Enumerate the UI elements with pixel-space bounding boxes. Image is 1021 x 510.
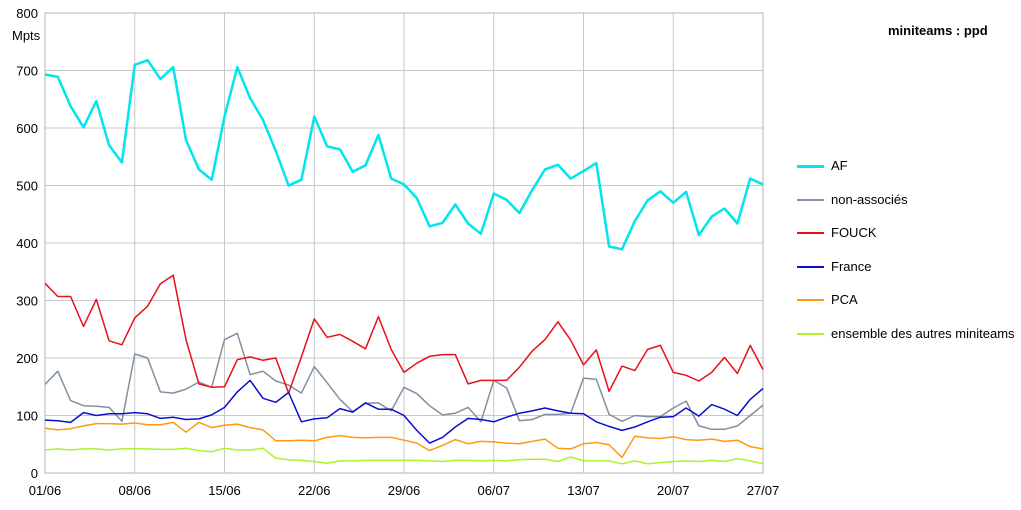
y-tick-label: 500 xyxy=(16,179,38,194)
legend-label-pca: PCA xyxy=(831,292,858,307)
series-line-ensemble-des-autres-miniteams xyxy=(44,447,764,465)
y-tick-label: 200 xyxy=(16,351,38,366)
y-tick-label: 300 xyxy=(16,294,38,309)
legend-item-af: AF xyxy=(797,158,1019,192)
legend-item-autres-miniteams: ensemble des autres miniteams xyxy=(797,326,1019,360)
x-tick-label: 08/06 xyxy=(118,483,151,498)
x-tick-label: 06/07 xyxy=(477,483,510,498)
legend-item-pca: PCA xyxy=(797,292,1019,326)
series-line-pca xyxy=(44,421,764,459)
series-line-af xyxy=(44,58,764,251)
legend-item-france: France xyxy=(797,259,1019,293)
x-axis-tick-labels: 01/06 08/06 15/06 22/06 29/06 06/07 13/07 20/07… xyxy=(29,483,780,498)
y-tick-label: 100 xyxy=(16,409,38,424)
legend-label-france: France xyxy=(831,258,872,274)
legend-label-autres-miniteams: ensemble des autres miniteams xyxy=(831,325,1015,341)
series-lines xyxy=(44,58,764,465)
y-axis-tick-labels: 0 100 200 300 400 500 600 700 800 xyxy=(16,6,38,481)
legend-swatch-france xyxy=(797,265,824,268)
x-tick-label: 15/06 xyxy=(208,483,241,498)
legend-item-non-associes: non-associés xyxy=(797,192,1019,226)
x-tick-label: 22/06 xyxy=(298,483,331,498)
x-tick-label: 13/07 xyxy=(567,483,600,498)
legend-label-af: AF xyxy=(831,158,848,173)
series-line-france xyxy=(44,379,764,444)
legend-swatch-non-associes xyxy=(797,198,824,201)
x-tick-label: 20/07 xyxy=(657,483,690,498)
legend-label-non-associes: non-associés xyxy=(831,191,908,207)
y-tick-label: 400 xyxy=(16,236,38,251)
legend: AF non-associés FOUCK France PCA ensembl… xyxy=(797,158,1019,359)
legend-item-fouck: FOUCK xyxy=(797,225,1019,259)
gridlines xyxy=(44,12,764,474)
y-tick-label: 600 xyxy=(16,121,38,136)
y-tick-label: 800 xyxy=(16,6,38,21)
legend-swatch-autres-miniteams xyxy=(797,332,824,335)
x-tick-label: 29/06 xyxy=(388,483,421,498)
y-axis-label: Mpts xyxy=(12,28,41,43)
chart-title: miniteams : ppd xyxy=(888,23,988,38)
x-tick-label: 27/07 xyxy=(747,483,780,498)
legend-swatch-fouck xyxy=(797,232,824,234)
y-tick-label: 0 xyxy=(31,466,38,481)
x-tick-label: 01/06 xyxy=(29,483,62,498)
legend-label-fouck: FOUCK xyxy=(831,225,877,240)
legend-swatch-af xyxy=(797,165,824,168)
series-line-fouck xyxy=(44,274,764,394)
plot-frame xyxy=(44,12,764,474)
series-line-non-associ-s xyxy=(44,332,764,431)
legend-swatch-pca xyxy=(797,299,824,301)
y-tick-label: 700 xyxy=(16,64,38,79)
